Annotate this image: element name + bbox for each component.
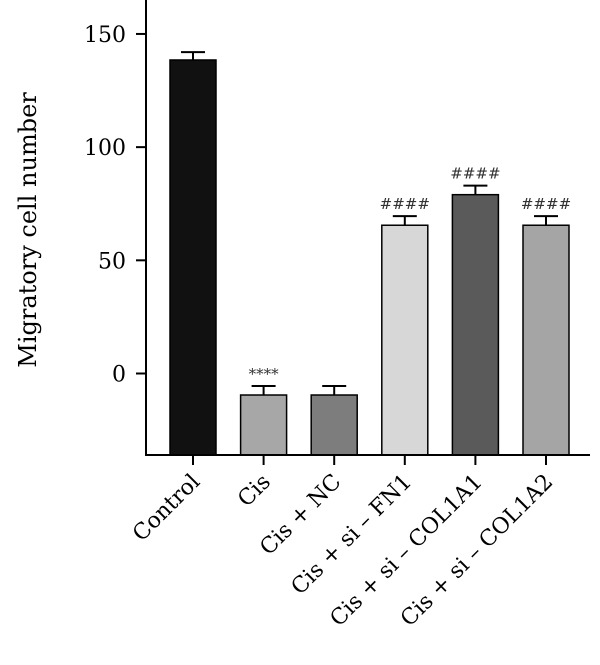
significance-label-4: #### (450, 165, 500, 183)
x-tick-label-0: Control (128, 470, 205, 547)
y-tick-label-0: 0 (112, 363, 126, 388)
error-bar-0 (181, 51, 205, 60)
bar-3 (381, 224, 429, 456)
axes: 0 50 100 150 (84, 0, 590, 465)
error-bar-1 (251, 384, 276, 396)
x-tick-label-3: Cis + si – FN1 (287, 470, 417, 600)
y-axis-label: Migratory cell number (14, 92, 42, 368)
y-tick-label-50: 50 (98, 249, 126, 274)
y-tick-label-150: 150 (84, 23, 126, 48)
bar-0 (169, 59, 217, 456)
significance-layer: **** #### #### #### (249, 165, 572, 383)
error-bar-3 (392, 215, 417, 226)
error-bar-2 (322, 384, 347, 396)
y-tick-label-100: 100 (84, 136, 126, 161)
significance-label-1: **** (249, 365, 280, 383)
bar-4 (451, 193, 500, 456)
significance-label-5: #### (521, 195, 571, 213)
bar-1 (239, 394, 288, 456)
bars-layer (169, 59, 570, 456)
significance-label-3: #### (380, 195, 430, 213)
error-bar-4 (463, 184, 488, 195)
x-tick-label-1: Cis (233, 470, 276, 513)
error-bar-5 (534, 215, 558, 226)
bar-2 (310, 394, 358, 456)
bar-5 (522, 224, 570, 456)
error-bars-layer (181, 51, 558, 396)
